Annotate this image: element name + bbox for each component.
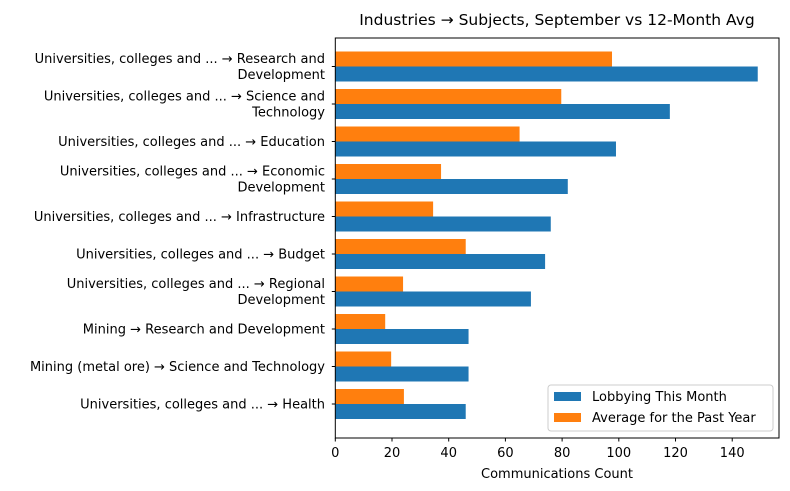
x-tick-label: 140 xyxy=(720,446,745,461)
bar-past-year xyxy=(335,201,434,217)
bar-past-year xyxy=(335,276,404,292)
bar-past-year xyxy=(335,389,404,404)
x-tick-label: 20 xyxy=(384,446,401,461)
x-tick-label: 100 xyxy=(606,446,631,461)
bar-this-month xyxy=(335,104,670,119)
y-tick-label: Universities, colleges and ... → Researc… xyxy=(35,52,325,83)
legend-swatch-this-month xyxy=(554,392,581,401)
bar-this-month xyxy=(335,216,551,232)
y-tick-label: Universities, colleges and ... → Regiona… xyxy=(67,277,325,308)
legend: Lobbying This Month Average for the Past… xyxy=(547,384,774,432)
bar-this-month xyxy=(335,366,469,382)
bar-this-month xyxy=(335,329,469,344)
bar-past-year xyxy=(335,239,466,254)
y-tick-label: Universities, colleges and ... → Budget xyxy=(76,248,325,263)
y-tick-label: Universities, colleges and ... → Science… xyxy=(44,90,325,121)
y-tick-label: Universities, colleges and ... → Health xyxy=(80,398,325,413)
bar-past-year xyxy=(335,126,520,142)
bar-this-month xyxy=(335,179,568,194)
bar-past-year xyxy=(335,164,442,179)
bar-past-year xyxy=(335,51,613,67)
bar-this-month xyxy=(335,291,531,307)
bar-this-month xyxy=(335,141,616,157)
axes-frame xyxy=(334,37,780,439)
bar-past-year xyxy=(335,89,562,104)
x-tick-label: 0 xyxy=(331,446,339,461)
legend-label-past-year: Average for the Past Year xyxy=(592,411,756,426)
bar-past-year xyxy=(335,351,392,367)
bar-this-month xyxy=(335,404,466,419)
y-tick-label: Mining (metal ore) → Science and Technol… xyxy=(30,360,325,375)
y-tick-label: Universities, colleges and ... → Infrast… xyxy=(34,210,325,225)
x-axis-label: Communications Count xyxy=(481,467,633,482)
legend-label-this-month: Lobbying This Month xyxy=(592,390,727,405)
x-tick-label: 80 xyxy=(554,446,571,461)
x-tick-label: 120 xyxy=(663,446,688,461)
x-tick-label: 60 xyxy=(497,446,514,461)
bar-this-month xyxy=(335,66,758,82)
bar-this-month xyxy=(335,254,546,269)
x-tick-label: 40 xyxy=(440,446,457,461)
y-tick-label: Mining → Research and Development xyxy=(83,323,325,338)
y-tick-label: Universities, colleges and ... → Economi… xyxy=(60,165,325,196)
legend-swatch-past-year xyxy=(554,413,581,422)
y-tick-label: Universities, colleges and ... → Educati… xyxy=(58,135,325,150)
bar-past-year xyxy=(335,314,386,329)
chart-title: Industries → Subjects, September vs 12-M… xyxy=(359,11,755,29)
